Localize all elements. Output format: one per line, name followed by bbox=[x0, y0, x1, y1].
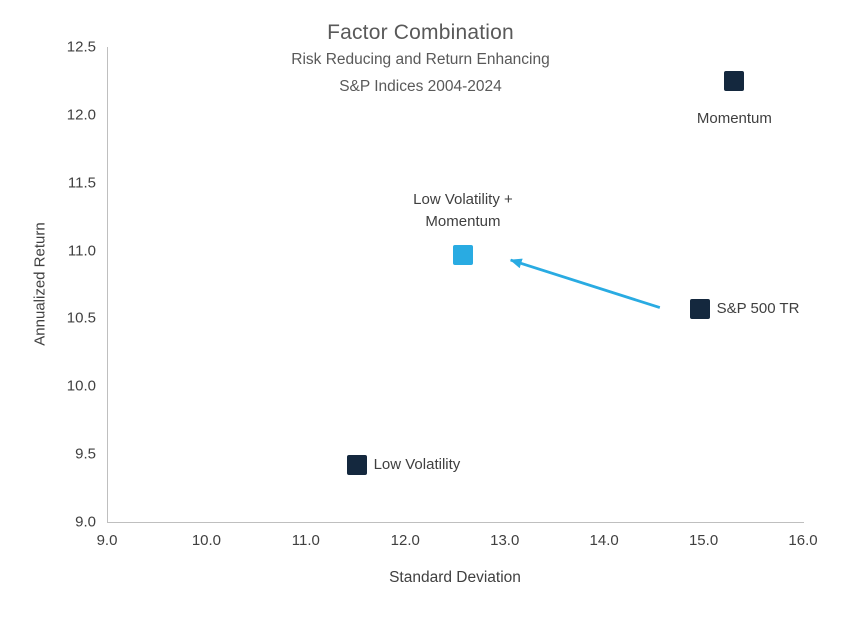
x-axis-tick-labels: 9.0 10.0 11.0 12.0 13.0 14.0 15.0 16.0 bbox=[97, 524, 818, 552]
data-point-low-volatility-momentum bbox=[452, 244, 473, 265]
y-axis-tick-labels: 9.0 9.5 10.0 10.5 11.0 11.5 12.0 12.5 bbox=[0, 39, 96, 531]
y-tick-label-12-5: 12.5 bbox=[66, 38, 96, 56]
y-tick-label-11-5: 11.5 bbox=[67, 174, 96, 192]
y-tick-label-9-0: 9.0 bbox=[75, 513, 96, 531]
chart-subtitle-line2: S&P Indices 2004-2024 bbox=[339, 78, 502, 95]
arrow-line bbox=[509, 258, 661, 309]
x-tick-label-15-0: 15.0 bbox=[688, 532, 719, 549]
x-tick-label-16-0: 16.0 bbox=[788, 532, 818, 549]
x-tick-label-10-0: 10.0 bbox=[191, 532, 222, 549]
x-tick-label-12-0: 12.0 bbox=[390, 532, 420, 549]
x-tick-label-13-0: 13.0 bbox=[490, 532, 520, 549]
data-point-s-p-500-tr bbox=[689, 298, 710, 319]
x-tick-label-9-0: 9.0 bbox=[96, 532, 118, 549]
x-axis-title: Standard Deviation bbox=[389, 569, 521, 586]
point-label-s-p-500-tr: S&P 500 TR bbox=[716, 299, 800, 317]
chart-subtitle-line1: Risk Reducing and Return Enhancing bbox=[291, 51, 550, 68]
point-label-low-volatility: Low Volatility bbox=[373, 456, 461, 473]
y-tick-label-9-5: 9.5 bbox=[75, 445, 96, 463]
chart-title: Factor Combination bbox=[327, 21, 514, 44]
x-tick-label-11-0: 11.0 bbox=[291, 532, 320, 549]
data-point-momentum bbox=[724, 70, 745, 91]
y-tick-label-10-5: 10.5 bbox=[66, 309, 96, 327]
chart-header: Factor Combination Risk Reducing and Ret… bbox=[0, 20, 841, 100]
plot-area: Momentum S&P 500 TR Low Volatility Low Vola… bbox=[107, 47, 804, 523]
x-tick-label-14-0: 14.0 bbox=[589, 532, 619, 549]
data-point-low-volatility bbox=[346, 455, 367, 475]
y-tick-label-11-0: 11.0 bbox=[67, 242, 96, 260]
y-tick-label-12-0: 12.0 bbox=[66, 106, 96, 124]
point-label-momentum: Momentum bbox=[696, 109, 772, 127]
y-tick-label-10-0: 10.0 bbox=[66, 377, 96, 395]
point-label-low-volatility-momentum: Low Volatility + Momentum bbox=[413, 190, 513, 230]
